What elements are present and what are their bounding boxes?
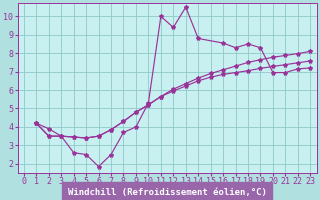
X-axis label: Windchill (Refroidissement éolien,°C): Windchill (Refroidissement éolien,°C)	[68, 188, 267, 197]
